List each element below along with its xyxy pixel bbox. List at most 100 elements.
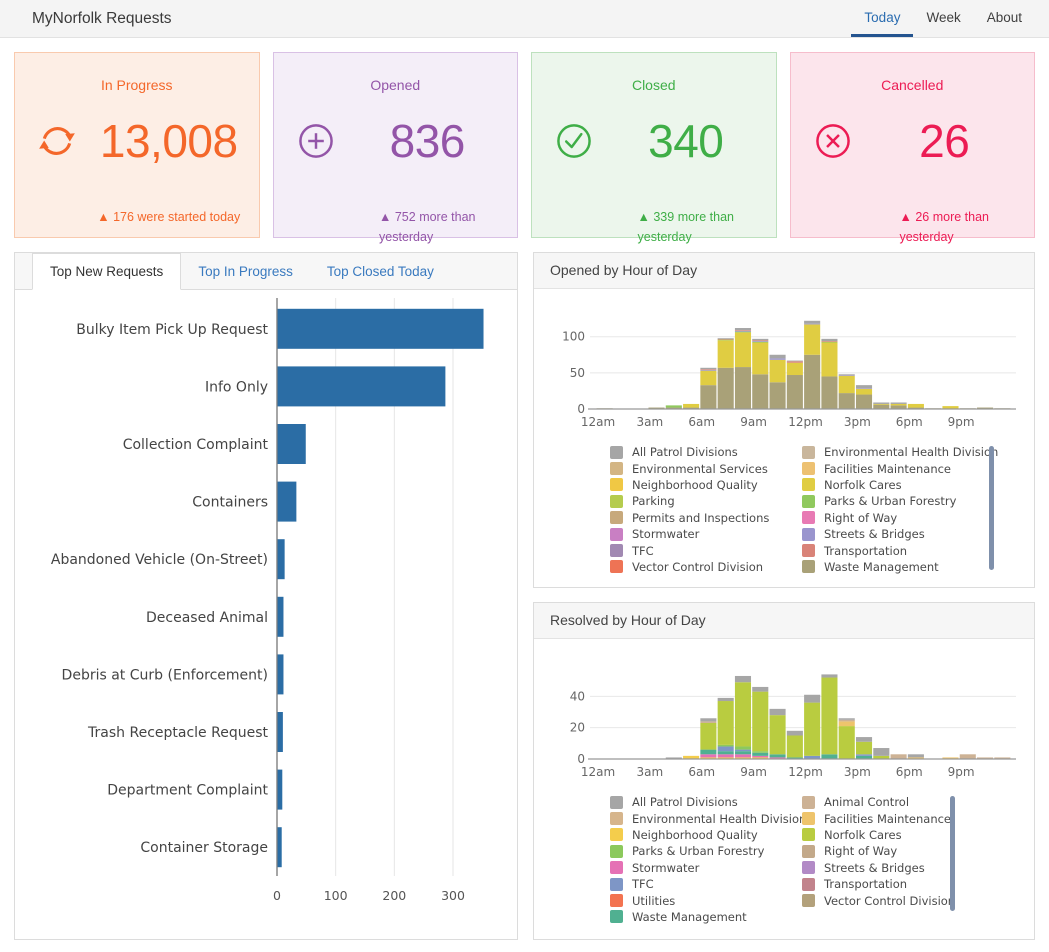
bar-segment[interactable] bbox=[786, 375, 803, 409]
bar-segment[interactable] bbox=[752, 338, 769, 341]
bar-segment[interactable] bbox=[942, 406, 959, 409]
bar-segment[interactable] bbox=[804, 323, 821, 325]
bar-segment[interactable] bbox=[804, 324, 821, 355]
bar-segment[interactable] bbox=[855, 737, 873, 742]
bar-segment[interactable] bbox=[838, 721, 855, 727]
tab-about[interactable]: About bbox=[986, 9, 1022, 25]
bar-segment[interactable] bbox=[838, 374, 855, 376]
bar-segment[interactable] bbox=[700, 754, 717, 758]
bar-segment[interactable] bbox=[683, 407, 700, 409]
bar-segment[interactable] bbox=[821, 341, 838, 342]
bar-segment[interactable] bbox=[769, 358, 786, 360]
bar-segment[interactable] bbox=[717, 744, 734, 747]
bar-segment[interactable] bbox=[959, 754, 976, 759]
legend-item[interactable]: Environmental Services bbox=[610, 460, 802, 476]
bar-segment[interactable] bbox=[821, 376, 838, 409]
bar-segment[interactable] bbox=[683, 403, 700, 408]
bar-segment[interactable] bbox=[838, 718, 855, 720]
bar-segment[interactable] bbox=[855, 388, 873, 389]
bar-segment[interactable] bbox=[786, 757, 803, 759]
legend-item[interactable]: Norfolk Cares bbox=[802, 477, 994, 493]
bar-segment[interactable] bbox=[700, 369, 717, 371]
bar-segment[interactable] bbox=[717, 367, 734, 409]
bar[interactable] bbox=[277, 654, 284, 695]
bar-segment[interactable] bbox=[734, 367, 752, 409]
bar-segment[interactable] bbox=[717, 751, 734, 755]
tab-top-new-requests[interactable]: Top New Requests bbox=[32, 253, 182, 290]
bar-segment[interactable] bbox=[683, 755, 700, 759]
bar-segment[interactable] bbox=[700, 718, 717, 722]
bar-segment[interactable] bbox=[700, 722, 717, 750]
bar-segment[interactable] bbox=[700, 369, 717, 370]
bar-segment[interactable] bbox=[700, 370, 717, 386]
bar-segment[interactable] bbox=[907, 407, 924, 409]
bar-segment[interactable] bbox=[752, 686, 769, 692]
bar-segment[interactable] bbox=[855, 394, 873, 409]
bar-segment[interactable] bbox=[752, 755, 769, 758]
legend-item[interactable]: Stormwater bbox=[610, 526, 802, 542]
bar[interactable] bbox=[277, 481, 297, 522]
legend-item[interactable]: Animal Control bbox=[802, 794, 994, 810]
bar-segment[interactable] bbox=[786, 362, 803, 376]
bar-segment[interactable] bbox=[907, 757, 924, 759]
bar-segment[interactable] bbox=[977, 757, 994, 759]
bar-segment[interactable] bbox=[717, 697, 734, 702]
bar-segment[interactable] bbox=[717, 340, 734, 368]
bar[interactable] bbox=[277, 366, 446, 407]
bar-segment[interactable] bbox=[907, 754, 924, 758]
bar-segment[interactable] bbox=[786, 735, 803, 758]
legend-item[interactable]: Environmental Health Division bbox=[802, 444, 998, 460]
bar-segment[interactable] bbox=[665, 757, 682, 759]
legend-item[interactable]: Utilities bbox=[610, 892, 802, 908]
bar-segment[interactable] bbox=[804, 702, 821, 756]
bar-segment[interactable] bbox=[994, 757, 1011, 759]
legend-item[interactable]: Facilities Maintenance bbox=[802, 460, 994, 476]
bar-segment[interactable] bbox=[804, 755, 821, 759]
legend-item[interactable]: Vector Control Division bbox=[802, 892, 994, 908]
bar-segment[interactable] bbox=[769, 354, 786, 359]
bar-segment[interactable] bbox=[769, 359, 786, 383]
bar-segment[interactable] bbox=[838, 375, 855, 376]
bar[interactable] bbox=[277, 596, 284, 637]
bar-segment[interactable] bbox=[734, 330, 752, 331]
bar-segment[interactable] bbox=[752, 342, 769, 375]
bar-segment[interactable] bbox=[804, 320, 821, 324]
bar-segment[interactable] bbox=[873, 755, 890, 759]
bar-segment[interactable] bbox=[734, 675, 752, 683]
bar-segment[interactable] bbox=[873, 402, 890, 404]
bar-segment[interactable] bbox=[977, 407, 994, 409]
bar-segment[interactable] bbox=[855, 385, 873, 389]
bar-segment[interactable] bbox=[717, 757, 734, 759]
legend-item[interactable]: All Patrol Divisions bbox=[610, 794, 802, 810]
bar-segment[interactable] bbox=[769, 754, 786, 758]
bar-segment[interactable] bbox=[821, 674, 838, 678]
bar-segment[interactable] bbox=[942, 757, 959, 759]
bar-segment[interactable] bbox=[769, 382, 786, 409]
legend-scrollbar[interactable] bbox=[950, 796, 955, 911]
legend-item[interactable]: Norfolk Cares bbox=[802, 827, 994, 843]
legend-item[interactable]: All Patrol Divisions bbox=[610, 444, 802, 460]
bar-segment[interactable] bbox=[907, 403, 924, 408]
bar-segment[interactable] bbox=[873, 404, 890, 409]
bar-segment[interactable] bbox=[769, 715, 786, 755]
bar-segment[interactable] bbox=[890, 402, 907, 404]
bar-segment[interactable] bbox=[700, 757, 717, 759]
legend-item[interactable]: Neighborhood Quality bbox=[610, 477, 802, 493]
bar-segment[interactable] bbox=[804, 354, 821, 409]
bar-segment[interactable] bbox=[769, 708, 786, 716]
bar-segment[interactable] bbox=[717, 754, 734, 758]
legend-item[interactable]: TFC bbox=[610, 876, 802, 892]
bar-segment[interactable] bbox=[700, 367, 717, 370]
bar-segment[interactable] bbox=[873, 748, 890, 756]
bar-segment[interactable] bbox=[804, 694, 821, 703]
bar-segment[interactable] bbox=[786, 361, 803, 363]
bar-segment[interactable] bbox=[700, 721, 717, 723]
bar-segment[interactable] bbox=[786, 360, 803, 362]
legend-item[interactable]: Waste Management bbox=[802, 559, 994, 575]
bar-segment[interactable] bbox=[717, 701, 734, 745]
tab-today[interactable]: Today bbox=[851, 0, 914, 37]
bar[interactable] bbox=[277, 424, 306, 464]
bar-segment[interactable] bbox=[734, 749, 752, 752]
bar-segment[interactable] bbox=[855, 741, 873, 755]
bar[interactable] bbox=[277, 827, 282, 868]
